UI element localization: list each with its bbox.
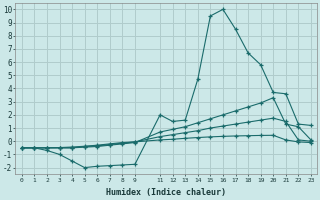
X-axis label: Humidex (Indice chaleur): Humidex (Indice chaleur) — [106, 188, 226, 197]
